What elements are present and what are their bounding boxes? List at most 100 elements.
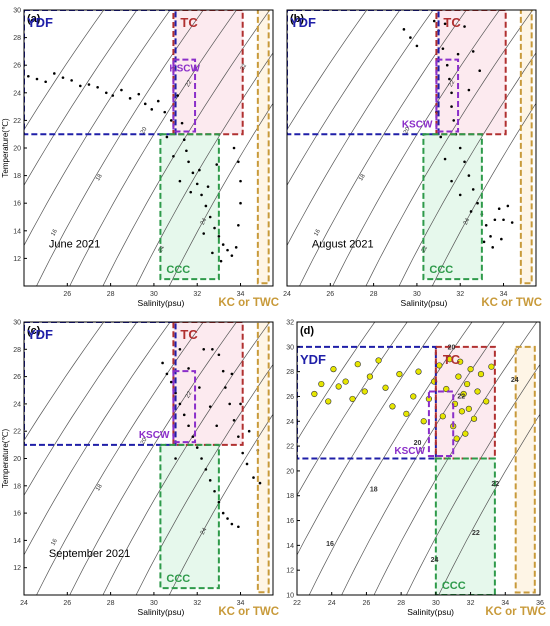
data-point (478, 69, 482, 73)
ccc-box (159, 443, 220, 590)
data-point (137, 92, 141, 96)
data-point (161, 361, 164, 365)
month-annotation: August 2021 (312, 238, 374, 250)
data-point (245, 462, 249, 466)
isopycnal-label: 22 (185, 390, 194, 399)
data-point (482, 240, 486, 244)
data-point (483, 398, 490, 405)
data-point (217, 500, 221, 504)
kscw-box (427, 390, 455, 458)
data-point (195, 182, 199, 186)
ccc-label: CCC (166, 264, 190, 276)
isopycnal-label: 20 (140, 436, 149, 445)
data-point (239, 402, 242, 406)
y-tick-label: 18 (286, 493, 294, 500)
data-point (335, 383, 342, 390)
data-point (448, 77, 451, 81)
kc-twc-label: KC or TWC (485, 606, 546, 618)
data-point (464, 380, 471, 388)
panel-d: 16 18 20 22 22 24 24 20 22 22 24 26 28 30 32 34 36 10 12 14… (286, 320, 546, 619)
y-tick-label: 16 (286, 518, 294, 525)
plot-area (297, 322, 540, 595)
isopycnal-line (24, 322, 104, 442)
x-axis-label: Salinity(psu) (407, 607, 454, 617)
ccc-box (159, 133, 220, 281)
data-point (211, 348, 214, 351)
isopycnal-line (365, 10, 533, 286)
data-point (156, 99, 160, 103)
isopycnal-line (102, 322, 270, 595)
isopycnal-label: 24 (200, 527, 209, 536)
x-tick-label: 30 (413, 291, 421, 298)
kc-twc-label: KC or TWC (218, 297, 279, 309)
x-tick-label: 30 (150, 291, 158, 298)
y-tick-label: 22 (13, 429, 21, 436)
data-point (258, 481, 262, 485)
data-point (474, 388, 481, 395)
tc-label: TC (443, 15, 461, 30)
data-point (191, 171, 195, 175)
data-point (213, 226, 216, 230)
data-point (484, 223, 488, 227)
x-tick-label: 24 (20, 600, 28, 607)
ydf-label: YDF (27, 15, 53, 30)
data-point (213, 489, 216, 493)
data-point (318, 380, 325, 388)
data-point (237, 160, 240, 164)
data-point (432, 19, 436, 23)
x-tick-label: 28 (370, 291, 378, 298)
data-point (226, 248, 229, 252)
isopycnal-label: 18 (370, 486, 378, 493)
data-point (467, 366, 474, 373)
isopycnal-label: 20 (448, 344, 456, 351)
data-point (211, 251, 214, 255)
ydf-box (24, 322, 177, 446)
plot-area (24, 10, 273, 286)
data-point (163, 110, 167, 114)
data-point (402, 28, 406, 31)
data-point (150, 108, 154, 111)
x-tick-label: 32 (193, 600, 201, 607)
data-point (471, 50, 475, 53)
x-tick-label: 26 (363, 600, 371, 607)
data-point (252, 476, 255, 479)
x-tick-label: 34 (501, 600, 509, 607)
y-tick-label: 32 (286, 320, 294, 327)
y-tick-label: 10 (286, 593, 294, 600)
ccc-label: CCC (429, 264, 453, 276)
data-point (128, 97, 132, 100)
data-point (189, 190, 193, 194)
kc-twc-box (519, 10, 533, 285)
data-point (224, 386, 227, 389)
data-point (120, 88, 123, 92)
data-point (237, 435, 240, 438)
kc-twc-box (256, 322, 270, 594)
data-point (366, 373, 374, 380)
isopycnal-line (168, 413, 273, 595)
data-point (169, 119, 173, 122)
data-point (467, 174, 471, 177)
y-tick-label: 24 (286, 419, 294, 426)
y-tick-label: 12 (13, 565, 21, 572)
data-point (96, 85, 99, 89)
data-point (450, 91, 453, 95)
x-tick-label: 32 (456, 291, 464, 298)
data-point (206, 185, 210, 188)
data-point (104, 91, 108, 95)
data-point (239, 201, 242, 205)
panel-b: 16 18 20 22 24 22 24 26 28 30 32 34 Salinity(psu) (b)… (283, 9, 542, 309)
data-point (215, 163, 219, 166)
y-tick-label: 14 (13, 538, 21, 545)
data-point (204, 204, 208, 208)
data-point (185, 149, 188, 153)
x-tick-label: 26 (326, 291, 334, 298)
kc-twc-label: KC or TWC (218, 606, 279, 618)
data-point (471, 188, 475, 191)
isopycnal-label: 22 (448, 79, 457, 88)
data-point (476, 201, 479, 205)
kc-twc-box (514, 345, 536, 594)
data-point (202, 232, 206, 235)
x-tick-label: 34 (500, 291, 508, 298)
isopycnal-line (24, 322, 138, 497)
